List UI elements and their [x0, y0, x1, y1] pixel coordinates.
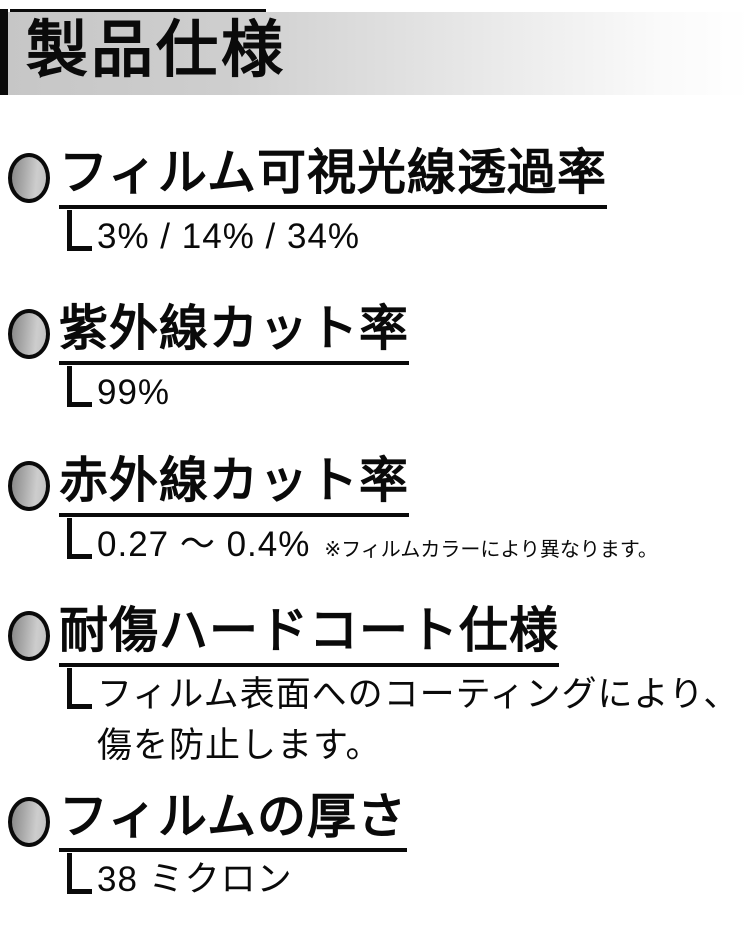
spec-section-hard-coat: 耐傷ハードコート仕様 フィルム表面へのコーティングにより、 傷を防止します。	[8, 604, 750, 769]
section-detail: 38 ミクロン	[67, 853, 750, 908]
section-value-line2: 傷を防止します。	[97, 725, 382, 765]
section-value-block: フィルム表面へのコーティングにより、 傷を防止します。	[97, 672, 750, 769]
header-top-accent-line	[10, 9, 266, 12]
section-title-row: 赤外線カット率	[8, 454, 750, 517]
section-title-row: フィルムの厚さ	[8, 790, 750, 853]
section-title-row: 耐傷ハードコート仕様	[8, 604, 750, 667]
page-header: 製品仕様	[0, 9, 750, 95]
section-title: フィルム可視光線透過率	[59, 146, 608, 209]
spec-section-visible-light-transmittance: フィルム可視光線透過率 3% / 14% / 34%	[8, 146, 750, 265]
section-title: 紫外線カット率	[59, 302, 410, 365]
section-value-block: 0.27 ～ 0.4% ※フィルムカラーにより異なります。	[97, 522, 658, 573]
section-detail: 0.27 ～ 0.4% ※フィルムカラーにより異なります。	[67, 517, 750, 573]
bullet-circle-icon	[8, 152, 50, 203]
bullet-circle-icon	[8, 308, 50, 359]
section-detail: 3% / 14% / 34%	[67, 209, 750, 265]
section-value: 3% / 14% / 34%	[97, 216, 361, 256]
section-value: 38 ミクロン	[97, 860, 293, 900]
section-title: 赤外線カット率	[59, 454, 410, 517]
bullet-circle-icon	[8, 610, 50, 661]
section-note: ※フィルムカラーにより異なります。	[324, 538, 658, 561]
page-title: 製品仕様	[26, 15, 287, 85]
section-detail: 99%	[67, 365, 750, 421]
section-value: 0.27 ～ 0.4%	[97, 524, 311, 564]
spec-list: フィルム可視光線透過率 3% / 14% / 34% 紫外線カット率 99% 赤…	[0, 146, 750, 909]
elbow-connector-icon	[67, 517, 92, 559]
bullet-circle-icon	[8, 796, 50, 847]
section-title: 耐傷ハードコート仕様	[59, 604, 560, 667]
spec-section-film-thickness: フィルムの厚さ 38 ミクロン	[8, 790, 750, 909]
section-title: フィルムの厚さ	[59, 790, 408, 853]
elbow-connector-icon	[67, 209, 92, 251]
elbow-connector-icon	[67, 853, 92, 895]
section-value-block: 3% / 14% / 34%	[97, 214, 374, 265]
spec-section-uv-cut-rate: 紫外線カット率 99%	[8, 302, 750, 421]
bullet-circle-icon	[8, 460, 50, 511]
section-detail: フィルム表面へのコーティングにより、 傷を防止します。	[67, 667, 750, 769]
header-left-accent-bar	[0, 9, 8, 95]
section-value: フィルム表面へのコーティングにより、	[97, 674, 740, 714]
spec-section-ir-cut-rate: 赤外線カット率 0.27 ～ 0.4% ※フィルムカラーにより異なります。	[8, 454, 750, 573]
elbow-connector-icon	[67, 365, 92, 407]
section-value-block: 38 ミクロン	[97, 857, 307, 908]
section-value-block: 99%	[97, 370, 184, 421]
section-title-row: フィルム可視光線透過率	[8, 146, 750, 209]
section-title-row: 紫外線カット率	[8, 302, 750, 365]
section-value: 99%	[97, 372, 171, 412]
elbow-connector-icon	[67, 667, 92, 709]
